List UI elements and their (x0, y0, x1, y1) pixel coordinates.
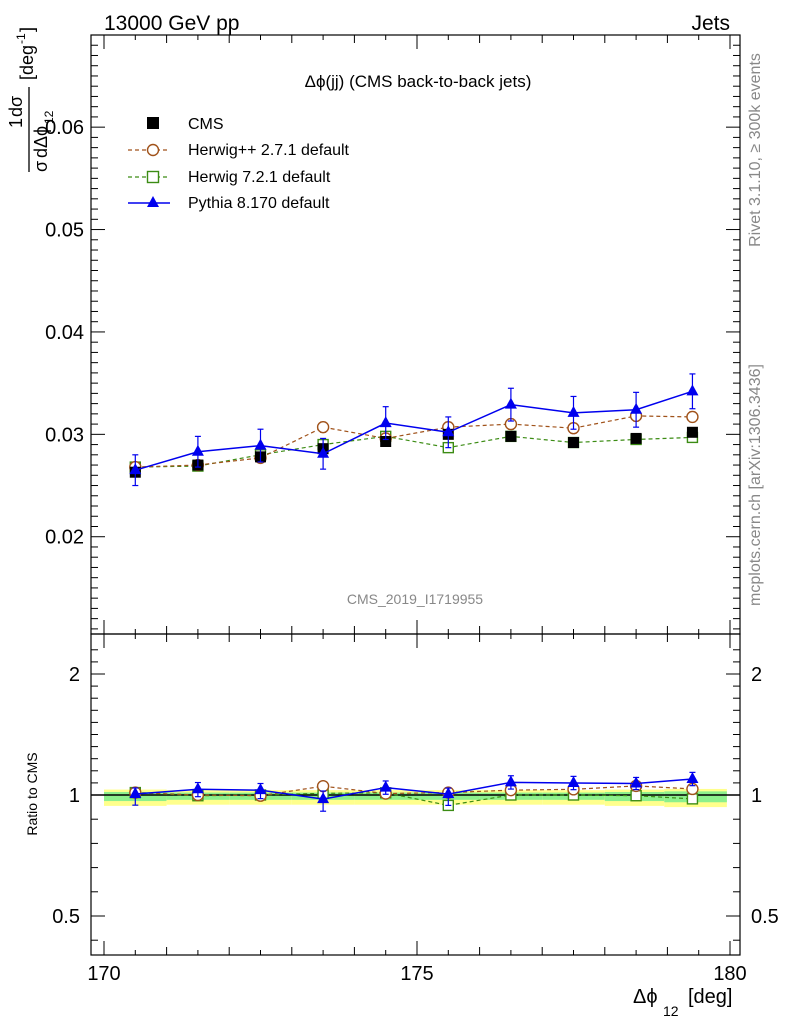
ratio-tick-label-left: 2 (69, 664, 80, 686)
main-series-layer (129, 373, 699, 487)
series-line-pythia (135, 390, 693, 471)
point-pythia (317, 446, 330, 458)
svg-text:]: ] (17, 27, 37, 32)
plot-title: Δϕ(jj) (CMS back-to-back jets) (305, 72, 532, 91)
svg-text:dΔϕ: dΔϕ (31, 126, 51, 158)
ratio-tick-label-right: 1 (751, 785, 762, 807)
ratio-point-pythia (254, 783, 267, 795)
point-pythia (442, 425, 455, 437)
ratio-point-pythia (317, 792, 330, 804)
point-pythia (254, 438, 267, 450)
ratio-point-pythia (442, 787, 455, 799)
ratio-point-pythia (504, 775, 517, 787)
series-line-herwig7 (135, 435, 693, 468)
legend-label-cms: CMS (188, 116, 224, 133)
ratio-point-herwigpp (316, 779, 330, 793)
legend-marker-herwigpp (146, 143, 160, 157)
ratio-point-herwig7 (630, 790, 642, 802)
point-pythia (379, 416, 392, 428)
ratio-line-pythia (135, 778, 693, 800)
ratio-point-pythia (129, 787, 142, 799)
svg-text:[deg: [deg (17, 45, 37, 80)
ratio-tick-label-right: 0.5 (751, 906, 779, 928)
x-axis-label: Δϕ 12 [deg] (633, 986, 732, 1019)
svg-text:[deg]: [deg] (688, 986, 732, 1008)
ratio-point-herwig7 (686, 793, 699, 805)
point-cms (568, 437, 579, 449)
y-tick-label: 0.03 (45, 424, 84, 446)
point-herwigpp (686, 410, 699, 424)
svg-text:Δϕ: Δϕ (633, 986, 658, 1008)
mcplots-label: mcplots.cern.ch [arXiv:1306.3436] (747, 364, 764, 606)
ratio-point-pythia (686, 772, 699, 784)
y-tick-label: 0.05 (45, 220, 84, 242)
point-pythia (504, 397, 517, 409)
ratio-point-pythia (567, 776, 580, 788)
svg-text:12: 12 (42, 110, 56, 124)
y-tick-label: 0.06 (45, 117, 84, 139)
point-cms (630, 432, 642, 444)
ratio-tick-label-left: 0.5 (52, 906, 80, 928)
point-pythia (630, 402, 643, 414)
y-tick-label: 0.04 (45, 322, 84, 344)
ratio-line-herwigpp (135, 785, 693, 797)
header-left: 13000 GeV pp (104, 12, 239, 35)
legend-marker-herwig7 (146, 170, 160, 184)
series-line-herwigpp (135, 415, 693, 468)
ratio-tick-label-right: 2 (751, 664, 762, 686)
point-pythia (129, 463, 142, 475)
legend-label-herwigpp: Herwig++ 2.7.1 default (188, 142, 350, 159)
analysis-watermark: CMS_2019_I1719955 (347, 591, 483, 607)
point-herwigpp (316, 420, 330, 434)
ratio-point-pythia (191, 782, 204, 794)
ratio-point-pythia (630, 776, 643, 788)
legend-label-pythia: Pythia 8.170 default (188, 195, 330, 212)
x-tick-label: 175 (400, 963, 433, 985)
ratio-point-pythia (379, 780, 392, 792)
legend: CMS Herwig++ 2.7.1 default Herwig 7.2.1 … (128, 116, 350, 212)
ratio-series-layer (129, 771, 699, 812)
point-pythia (191, 444, 204, 456)
svg-text:-1: -1 (14, 33, 28, 44)
point-pythia (686, 384, 699, 396)
legend-label-herwig7: Herwig 7.2.1 default (188, 169, 331, 186)
svg-text:1: 1 (6, 118, 26, 128)
point-pythia (567, 405, 580, 417)
legend-marker-pythia (147, 196, 159, 207)
point-cms (505, 430, 517, 442)
point-cms (686, 426, 698, 438)
rivet-label: Rivet 3.1.10, ≥ 300k events (747, 53, 764, 247)
ratio-tick-label-left: 1 (69, 785, 80, 807)
y-tick-label: 0.02 (45, 527, 84, 549)
x-tick-label: 180 (713, 963, 746, 985)
ratio-axis-label: Ratio to CMS (24, 752, 40, 835)
svg-text:σ: σ (31, 161, 51, 172)
x-tick-label: 170 (87, 963, 120, 985)
header-right: Jets (691, 12, 730, 35)
svg-text:12: 12 (663, 1003, 679, 1019)
point-cms (380, 436, 392, 448)
y-axis-label: 1 dσ σ dΔϕ 12 [deg -1 ] (6, 27, 56, 172)
legend-marker-cms (147, 117, 159, 129)
svg-text:dσ: dσ (6, 96, 26, 117)
